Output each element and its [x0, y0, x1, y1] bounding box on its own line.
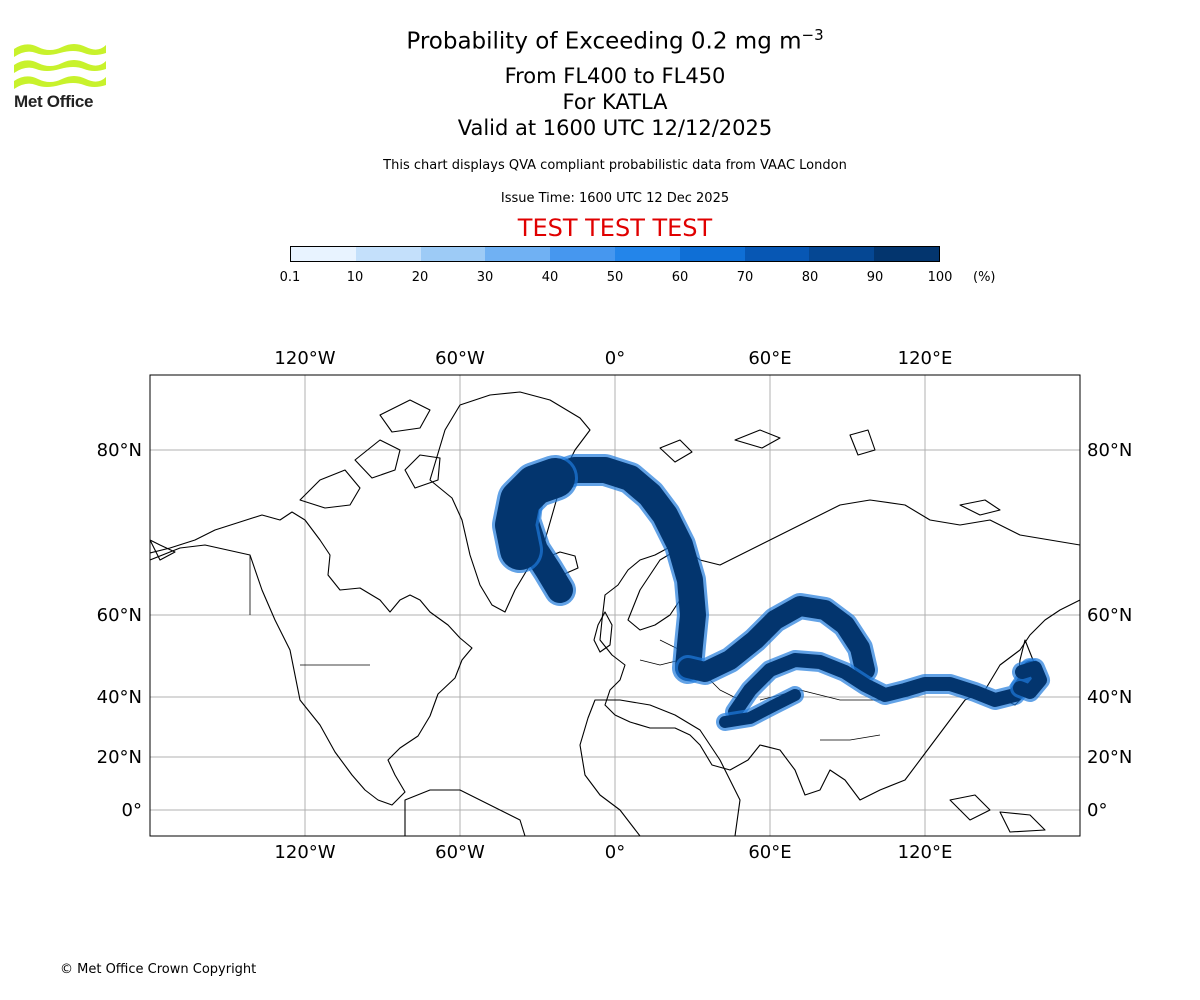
latitude-label-right: 40°N — [1087, 687, 1132, 708]
volcano-subtitle: For KATLA — [562, 90, 668, 114]
coastline — [429, 391, 591, 613]
flight-level-subtitle: From FL400 to FL450 — [504, 64, 726, 88]
colorbar-tick-label: 70 — [736, 270, 754, 285]
ash-plume — [492, 454, 1050, 731]
latitude-label-right: 20°N — [1087, 747, 1132, 768]
longitude-label-bottom: 120°E — [898, 842, 953, 863]
plume-core — [728, 653, 1037, 719]
coastline — [849, 429, 876, 456]
plume-core — [719, 689, 801, 728]
colorbar-ticks: 0.1 10 20 30 40 50 60 70 80 90 100 — [260, 270, 980, 290]
chart-title: Probability of Exceeding 0.2 mg m−3 — [406, 26, 824, 55]
latitude-label-left: 0° — [122, 800, 142, 821]
colorbar-tick-label: 40 — [541, 270, 559, 285]
colorbar-segment — [355, 247, 421, 261]
plume-core — [678, 596, 875, 682]
colorbar-segment — [485, 247, 551, 261]
latitude-label-right: 80°N — [1087, 440, 1132, 461]
longitude-label-bottom: 0° — [605, 842, 625, 863]
colorbar-segment — [550, 247, 615, 261]
colorbar-segment — [744, 247, 810, 261]
longitude-label-bottom: 60°E — [748, 842, 791, 863]
probability-map: 120°W 120°W 60°W 60°W 0° 0° 60°E 60°E 120°E 120°E… — [97, 348, 1133, 863]
colorbar-tick-label: 20 — [411, 270, 429, 285]
axis-labels: 120°W 120°W 60°W 60°W 0° 0° 60°E 60°E 120°E 120°E… — [97, 348, 1133, 863]
colorbar-tick-label: 80 — [801, 270, 819, 285]
latitude-label-left: 80°N — [97, 440, 142, 461]
colorbar-tick-label: 50 — [606, 270, 624, 285]
colorbar — [290, 246, 940, 262]
colorbar-segment — [614, 247, 680, 261]
copyright-notice: © Met Office Crown Copyright — [60, 962, 257, 977]
longitude-label-bottom: 120°W — [274, 842, 335, 863]
latitude-label-left: 60°N — [97, 605, 142, 626]
latitude-label-left: 40°N — [97, 687, 142, 708]
graticule — [150, 375, 1080, 836]
longitude-label-bottom: 60°W — [435, 842, 485, 863]
coastline — [150, 511, 473, 806]
coastline — [299, 469, 361, 509]
chart-description: This chart displays QVA compliant probab… — [383, 158, 847, 173]
colorbar-tick-label: 10 — [346, 270, 364, 285]
plume-core — [495, 458, 575, 570]
colorbar-tick-label: 30 — [476, 270, 494, 285]
latitude-label-right: 60°N — [1087, 605, 1132, 626]
colorbar-segment — [420, 247, 486, 261]
colorbar-segment — [874, 247, 939, 261]
colorbar-tick-label: 0.1 — [279, 270, 301, 285]
colorbar-tick-label: 90 — [866, 270, 884, 285]
longitude-label-top: 120°E — [898, 348, 953, 369]
coastline — [959, 499, 1001, 516]
coastline — [404, 789, 526, 836]
coastline — [404, 454, 441, 489]
longitude-label-top: 0° — [605, 348, 625, 369]
coastline — [659, 439, 693, 463]
met-office-logo-icon — [14, 44, 106, 89]
logo-text: Met Office — [14, 92, 94, 111]
longitude-label-top: 60°W — [435, 348, 485, 369]
latitude-label-right: 0° — [1087, 800, 1107, 821]
longitude-label-top: 120°W — [274, 348, 335, 369]
colorbar-segment — [291, 247, 356, 261]
longitude-label-top: 60°E — [748, 348, 791, 369]
colorbar-tick-label: 60 — [671, 270, 689, 285]
coastline — [593, 611, 613, 653]
coastline — [599, 499, 1080, 801]
colorbar-segment — [809, 247, 875, 261]
coastline — [379, 399, 431, 433]
map-frame — [149, 374, 1081, 837]
colorbar-tick-label: 100 — [927, 270, 953, 285]
country-border — [820, 734, 881, 741]
coastline — [949, 794, 991, 821]
colorbar-segment — [679, 247, 745, 261]
colorbar-unit: (%) — [973, 270, 996, 285]
latitude-label-left: 20°N — [97, 747, 142, 768]
coastline — [999, 811, 1046, 833]
issue-time: Issue Time: 1600 UTC 12 Dec 2025 — [500, 191, 730, 206]
coastline — [150, 539, 176, 561]
coastline — [579, 699, 741, 836]
coastline — [734, 429, 781, 449]
coastline — [354, 439, 401, 479]
test-banner: TEST TEST TEST — [517, 214, 713, 242]
plume-core — [1013, 661, 1047, 699]
valid-time-subtitle: Valid at 1600 UTC 12/12/2025 — [457, 116, 773, 140]
